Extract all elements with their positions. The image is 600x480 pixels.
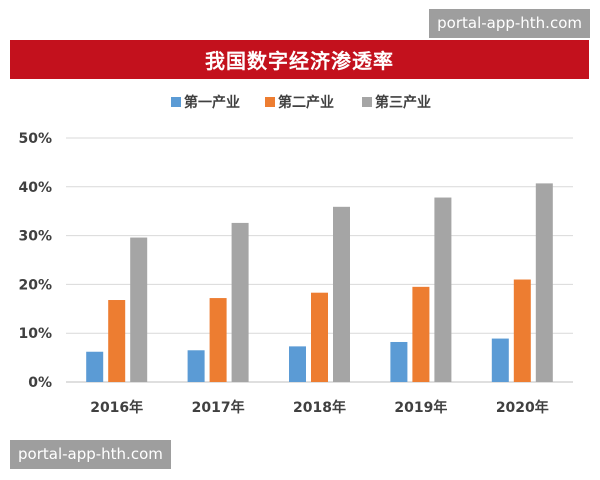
bar-1-5 — [491, 338, 509, 382]
bar-2-2 — [209, 298, 227, 382]
bar-1-3 — [289, 346, 306, 382]
legend-swatch — [362, 97, 372, 107]
y-tick-label: 20% — [18, 277, 52, 293]
x-tick-label: 2020年 — [496, 399, 549, 416]
y-tick-label: 40% — [18, 180, 52, 196]
y-tick-label: 0% — [28, 375, 52, 391]
bar-2-3 — [311, 292, 328, 382]
bar-3-1 — [130, 237, 148, 382]
bar-1-2 — [187, 350, 205, 382]
y-tick-label: 50% — [18, 131, 52, 147]
chart-title: 我国数字经济渗透率 — [205, 49, 394, 73]
legend-label: 第三产业 — [375, 94, 431, 111]
bar-3-2 — [231, 222, 249, 382]
legend-label: 第二产业 — [278, 94, 334, 111]
bar-1-4 — [390, 341, 408, 382]
bar-3-5 — [535, 183, 553, 382]
bar-2-1 — [108, 300, 126, 382]
x-tick-label: 2016年 — [90, 399, 143, 416]
y-tick-label: 30% — [18, 229, 52, 245]
bar-3-4 — [434, 197, 452, 382]
legend-swatch — [171, 97, 181, 107]
x-tick-label: 2017年 — [192, 399, 245, 416]
y-axis-ticks: 0% 10% 20% 30% 40% 50% — [18, 131, 52, 391]
legend-swatch — [265, 97, 275, 107]
bar-1-1 — [86, 351, 104, 382]
watermark-top: portal-app-hth.com — [429, 9, 590, 38]
legend-label: 第一产业 — [184, 94, 240, 111]
x-axis-ticks: 2016年 2017年 2018年 2019年 2020年 — [90, 399, 549, 416]
watermark-bottom: portal-app-hth.com — [10, 440, 171, 469]
x-tick-label: 2019年 — [394, 399, 447, 416]
bar-2-4 — [412, 286, 430, 382]
chart-legend: 第一产业 第二产业 第三产业 — [171, 94, 431, 111]
chart-bars — [86, 183, 553, 382]
y-tick-label: 10% — [18, 326, 52, 342]
x-tick-label: 2018年 — [293, 399, 346, 416]
chart-title-bar: 我国数字经济渗透率 — [10, 40, 589, 79]
bar-2-5 — [513, 279, 531, 382]
bar-3-3 — [333, 206, 350, 382]
